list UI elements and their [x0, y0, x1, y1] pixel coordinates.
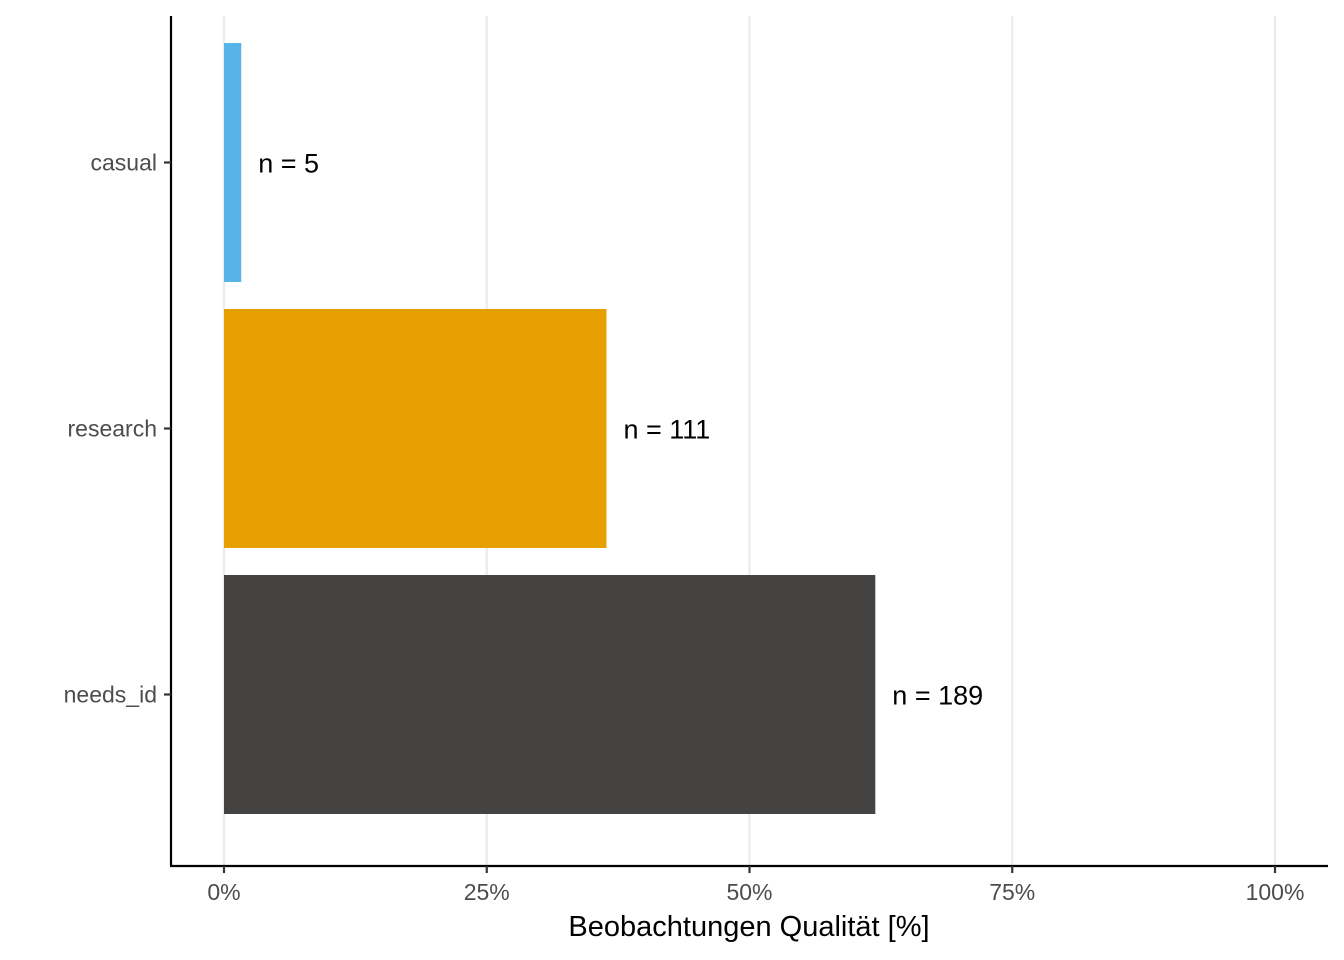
y-tick-label-research: research: [68, 416, 157, 442]
y-axis-ticks: casual research needs_id: [64, 150, 171, 708]
bar-needs-id: [224, 575, 876, 814]
bar-casual: [224, 43, 242, 282]
x-tick-label-0: 0%: [207, 879, 240, 905]
x-tick-label-75: 75%: [989, 879, 1035, 905]
y-tick-label-casual: casual: [91, 150, 157, 176]
data-label-casual: n = 5: [258, 149, 319, 179]
bars: [224, 43, 876, 814]
data-labels: n = 5 n = 111 n = 189: [258, 149, 983, 711]
y-tick-label-needs-id: needs_id: [64, 682, 157, 708]
data-label-research: n = 111: [623, 415, 710, 445]
x-tick-label-25: 25%: [464, 879, 510, 905]
x-tick-label-50: 50%: [726, 879, 772, 905]
x-axis-ticks: 0% 25% 50% 75% 100%: [207, 866, 1304, 905]
x-tick-label-100: 100%: [1246, 879, 1305, 905]
bar-research: [224, 309, 607, 548]
data-label-needs-id: n = 189: [892, 681, 983, 711]
x-axis-title: Beobachtungen Qualität [%]: [568, 911, 929, 943]
